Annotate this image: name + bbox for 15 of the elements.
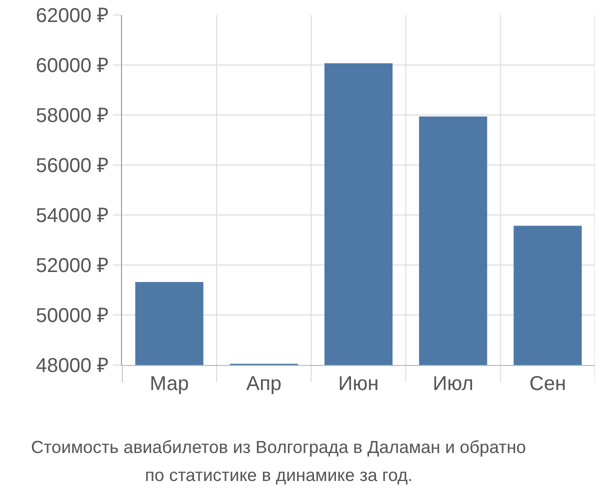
y-tick-label: 54000 ₽ [36, 205, 109, 227]
y-tick-label: 58000 ₽ [36, 105, 109, 127]
x-tick-label: Сен [529, 373, 566, 395]
y-tick-label: 60000 ₽ [36, 55, 109, 77]
y-tick-label: 48000 ₽ [36, 355, 109, 377]
y-tick-label: 62000 ₽ [36, 5, 109, 27]
x-tick-label: Мар [150, 373, 189, 395]
x-tick-label: Июл [432, 373, 474, 395]
text: Стоимость авиабилетов из Волгограда в Даламан и обратно [31, 437, 526, 457]
y-tick-label: 52000 ₽ [36, 255, 109, 277]
text: по статистике в динамике за год. [145, 465, 413, 485]
y-tick-label: 50000 ₽ [36, 305, 109, 327]
x-tick-label: Июн [338, 373, 379, 395]
x-tick-label: Апр [246, 373, 282, 395]
y-tick-label: 56000 ₽ [36, 155, 109, 177]
